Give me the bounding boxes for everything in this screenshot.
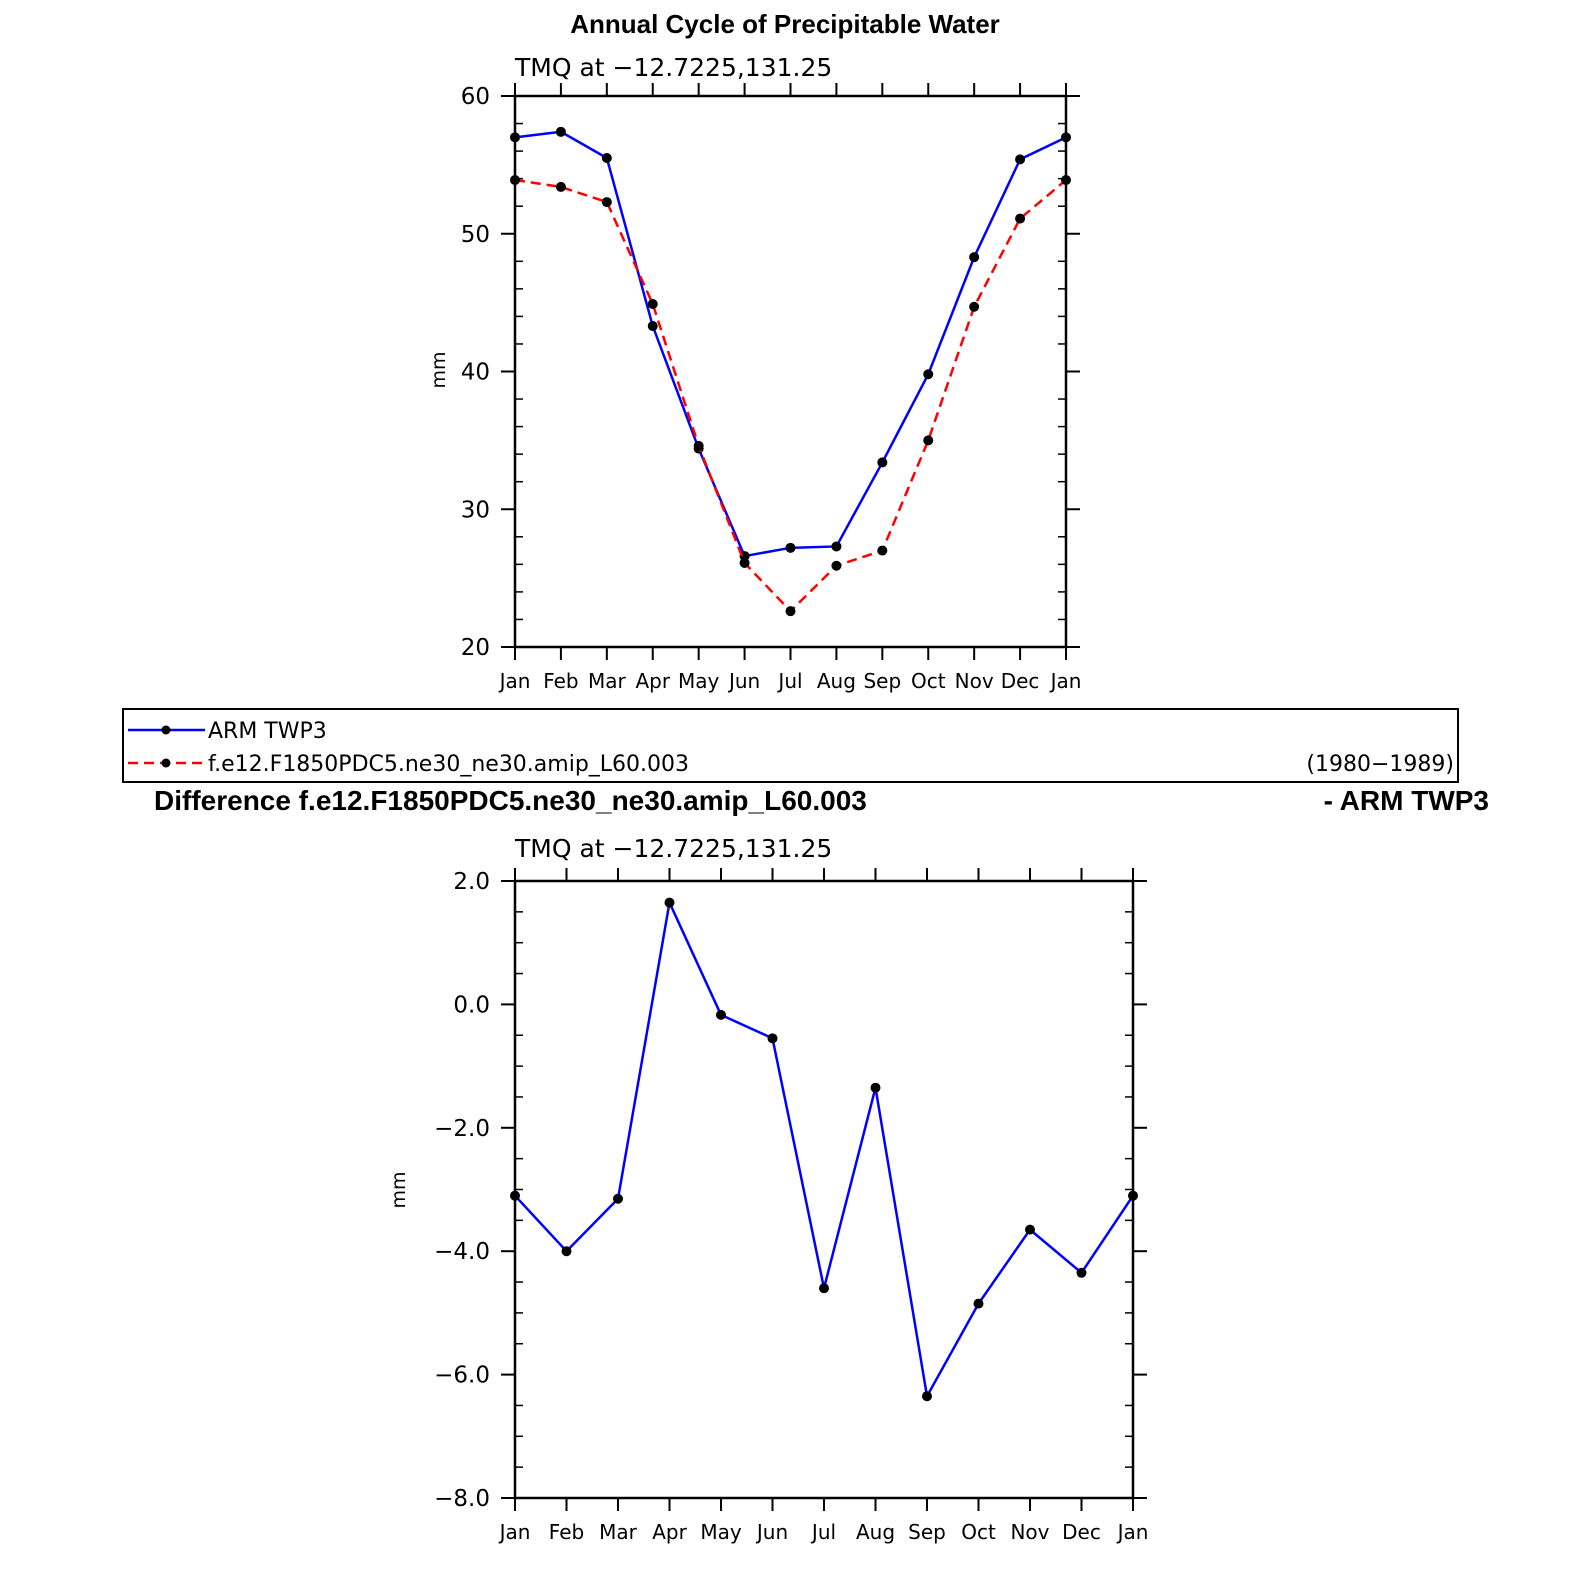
data-point: [1025, 1224, 1035, 1235]
x-tick-label: May: [678, 669, 720, 693]
x-tick-label: Jul: [810, 1520, 836, 1544]
chart-title: Annual Cycle of Precipitable Water: [570, 9, 1000, 39]
x-tick-label: Nov: [1010, 1520, 1049, 1544]
data-point: [785, 606, 796, 617]
series-group: [510, 126, 1071, 617]
legend-marker-model: [161, 758, 171, 768]
x-tick-label: Jan: [498, 669, 531, 693]
data-point: [555, 126, 566, 137]
data-point: [973, 1298, 984, 1309]
y-axis-label: mm: [388, 1171, 410, 1208]
y-tick-label: 2.0: [453, 869, 490, 895]
x-tick-label: Nov: [955, 669, 994, 693]
y-tick-label: 50: [461, 222, 490, 248]
series-line-0: [514, 130, 1067, 558]
y-axis-label: mm: [428, 351, 450, 388]
data-point: [664, 897, 675, 908]
data-point: [510, 175, 520, 186]
x-tick-label: Feb: [549, 1520, 584, 1544]
x-tick-label: Jul: [776, 669, 802, 693]
x-tick-label: Feb: [543, 669, 578, 693]
y-tick-label: −4.0: [434, 1239, 490, 1265]
y-tick-label: 20: [461, 635, 490, 661]
axis-ticks: Jan Feb Mar Apr May Jun Jul Aug Sep Oct Nov Dec Jan−…: [434, 868, 1148, 1544]
data-point: [870, 1082, 881, 1093]
x-tick-label: Aug: [856, 1520, 895, 1544]
x-tick-label: Jan: [1116, 1520, 1149, 1544]
data-point: [739, 557, 750, 568]
y-tick-label: 40: [461, 360, 490, 386]
difference-chart: Difference f.e12.F1850PDC5.ne30_ne30.ami…: [154, 785, 1489, 1544]
y-tick-label: −8.0: [434, 1486, 490, 1512]
data-point: [1015, 213, 1026, 224]
x-tick-label: Sep: [863, 669, 901, 693]
x-tick-label: Jan: [498, 1520, 531, 1544]
annual-cycle-chart: Annual Cycle of Precipitable Water TMQ a…: [428, 9, 1081, 693]
legend-period: (1980−1989): [1306, 752, 1454, 777]
legend-box: [122, 708, 1459, 783]
data-point: [922, 1391, 932, 1402]
x-tick-label: Jan: [1049, 669, 1082, 693]
data-point: [923, 369, 934, 380]
data-point: [969, 252, 980, 263]
data-point: [613, 1193, 623, 1204]
data-point: [785, 542, 796, 553]
data-point: [510, 132, 520, 143]
data-point: [510, 1190, 520, 1201]
legend-marker-arm: [161, 725, 171, 735]
x-tick-label: Apr: [652, 1520, 687, 1544]
legend: ARM TWP3 f.e12.F1850PDC5.ne30_ne30.amip_…: [122, 708, 1459, 783]
series-group: [510, 897, 1138, 1402]
chart-subtitle: TMQ at −12.7225,131.25: [514, 53, 832, 82]
y-tick-label: 60: [461, 84, 490, 110]
x-tick-label: Dec: [1062, 1520, 1101, 1544]
data-point: [819, 1283, 829, 1294]
x-tick-label: Sep: [908, 1520, 946, 1544]
data-point: [1076, 1267, 1087, 1278]
data-point: [647, 321, 658, 332]
x-tick-label: Dec: [1001, 669, 1040, 693]
x-tick-label: Mar: [599, 1520, 638, 1544]
legend-label-arm: ARM TWP3: [208, 719, 327, 744]
x-tick-label: Oct: [961, 1520, 996, 1544]
x-tick-label: May: [700, 1520, 742, 1544]
data-point: [969, 301, 980, 312]
y-tick-label: 0.0: [453, 992, 490, 1018]
data-point: [877, 457, 888, 468]
data-point: [1061, 132, 1071, 143]
data-point: [561, 1246, 572, 1257]
data-point: [767, 1033, 778, 1044]
x-tick-label: Jun: [727, 669, 760, 693]
axis-ticks: Jan Feb Mar Apr May Jun Jul Aug Sep Oct Nov Dec Jan 2…: [461, 83, 1082, 693]
data-point: [555, 181, 566, 192]
x-tick-label: Mar: [588, 669, 627, 693]
plot-frame: [513, 879, 1135, 1500]
x-tick-label: Apr: [635, 669, 670, 693]
y-tick-label: −6.0: [434, 1363, 490, 1389]
data-point: [647, 299, 658, 310]
data-point: [1128, 1190, 1138, 1201]
y-tick-label: −2.0: [434, 1116, 490, 1142]
difference-title-right: - ARM TWP3: [1324, 785, 1489, 816]
y-tick-label: 30: [461, 497, 490, 523]
x-tick-label: Jun: [755, 1520, 788, 1544]
data-point: [601, 197, 612, 208]
data-point: [1015, 154, 1026, 165]
x-tick-label: Aug: [817, 669, 856, 693]
data-point: [601, 152, 612, 163]
difference-title: Difference f.e12.F1850PDC5.ne30_ne30.ami…: [154, 785, 867, 816]
series-line-0: [514, 898, 1135, 1400]
plot-frame: [513, 94, 1068, 649]
data-point: [1061, 175, 1071, 186]
x-tick-label: Oct: [911, 669, 946, 693]
data-point: [693, 440, 704, 451]
legend-label-model: f.e12.F1850PDC5.ne30_ne30.amip_L60.003: [208, 752, 689, 777]
data-point: [831, 560, 842, 571]
data-point: [831, 541, 842, 552]
data-point: [923, 435, 934, 446]
difference-subtitle: TMQ at −12.7225,131.25: [514, 834, 832, 863]
data-point: [716, 1009, 726, 1020]
data-point: [877, 545, 888, 556]
